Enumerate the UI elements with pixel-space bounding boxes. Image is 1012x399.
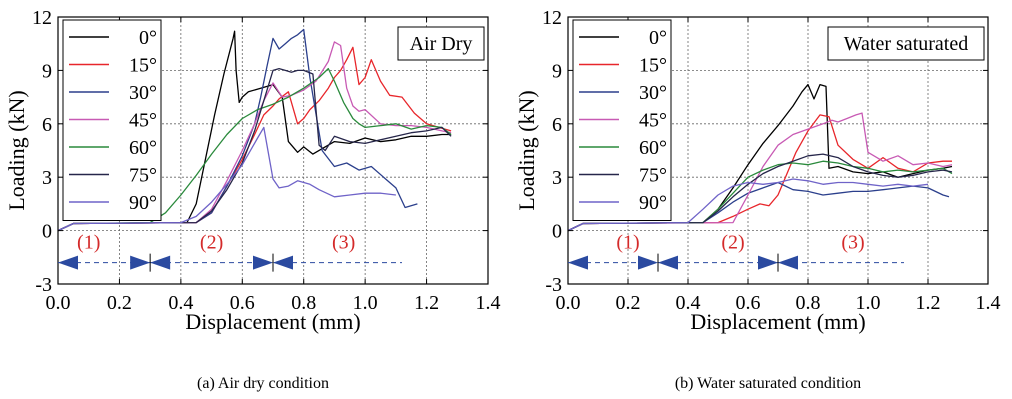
x-tick-label: 0.0: [46, 292, 71, 314]
figure-caption: (b) Water saturated condition: [675, 375, 861, 392]
x-tick-label: 0.6: [736, 292, 761, 314]
zone-arrow-in: [638, 255, 658, 270]
y-tick-label: 9: [552, 60, 562, 82]
x-tick-label: 0.8: [291, 292, 316, 314]
figure-caption: (a) Air dry condition: [197, 375, 329, 392]
x-tick-label: 0.6: [230, 292, 255, 314]
series-line-1: [57, 46, 452, 232]
zone-label: (1): [616, 231, 639, 253]
y-tick-label: 6: [552, 114, 562, 136]
series-line-4: [57, 67, 452, 232]
x-tick-label: 1.0: [856, 292, 881, 314]
series-line-3: [567, 112, 953, 232]
condition-label: Water saturated: [844, 33, 968, 55]
x-tick-label: 1.2: [916, 292, 941, 314]
legend-label: 30°: [129, 82, 157, 104]
legend-label: 45°: [639, 110, 667, 132]
legend-label: 15°: [639, 55, 667, 77]
series-line-6: [57, 126, 396, 232]
plot-frame: [57, 16, 489, 285]
legend-label: 30°: [639, 82, 667, 104]
zone-label: (3): [332, 231, 355, 253]
y-tick-label: 3: [42, 167, 52, 189]
zone-arrow-out: [778, 255, 798, 270]
condition-label: Air Dry: [410, 33, 473, 55]
x-tick-label: 1.2: [414, 292, 439, 314]
zone-label: (2): [200, 231, 223, 253]
series-line-4: [567, 160, 953, 232]
y-tick-label: 6: [42, 114, 52, 136]
zone-label: (3): [841, 231, 864, 253]
x-tick-label: 1.4: [976, 292, 1001, 314]
x-tick-label: 0.4: [676, 292, 701, 314]
x-tick-label: 0.2: [107, 292, 132, 314]
zone-arrow-left: [58, 255, 78, 270]
legend-label: 60°: [129, 137, 157, 159]
zone-arrow-left: [568, 255, 588, 270]
series-line-5: [567, 153, 953, 232]
series-line-5: [57, 67, 452, 232]
y-tick-label: 9: [42, 60, 52, 82]
y-tick-label: 3: [552, 167, 562, 189]
legend-label: 15°: [129, 55, 157, 77]
x-tick-label: 0.4: [168, 292, 193, 314]
chart-panel-water-saturated: 0.0 0.2 0.4 0.6 0.8 1.0 1.2 1.4 -3 0 3 6 9 12 Displace…: [514, 7, 1001, 392]
zone-arrow-in: [758, 255, 778, 270]
zone-label: (1): [77, 231, 100, 253]
zone-arrow-in: [253, 255, 273, 270]
zone-arrow-out: [273, 255, 293, 270]
chart-panel-air-dry: 0.0 0.2 0.4 0.6 0.8 1.0 1.2 1.4 -3 0 3 6 9 12 Displace…: [4, 7, 501, 392]
legend-label: 90°: [129, 192, 157, 214]
legend-label: 75°: [639, 165, 667, 187]
zone-arrow-out: [658, 255, 678, 270]
series-line-3: [57, 41, 452, 232]
legend-box: [62, 19, 162, 221]
x-axis-label: Displacement (mm): [690, 309, 865, 334]
legend-label: 0°: [139, 27, 157, 49]
y-tick-label: -3: [545, 274, 562, 296]
x-tick-label: 1.4: [476, 292, 501, 314]
y-axis-label: Loading (kN): [4, 90, 29, 210]
legend-label: 90°: [639, 192, 667, 214]
condition-label-box: [827, 26, 985, 61]
y-axis-label: Loading (kN): [514, 90, 539, 210]
y-tick-label: 0: [42, 221, 52, 243]
legend-box: [572, 19, 672, 221]
x-tick-label: 0.8: [796, 292, 821, 314]
zone-arrow-in: [130, 255, 151, 270]
zone-arrow-out: [150, 255, 171, 270]
x-axis-label: Displacement (mm): [185, 309, 360, 334]
y-tick-label: 12: [32, 7, 52, 29]
legend-label: 75°: [129, 165, 157, 187]
x-tick-label: 1.0: [353, 292, 378, 314]
x-tick-label: 0.2: [616, 292, 641, 314]
y-tick-label: 0: [552, 221, 562, 243]
series-line-6: [567, 178, 929, 232]
y-tick-label: -3: [35, 274, 52, 296]
condition-label-box: [397, 26, 485, 61]
x-tick-label: 0.0: [556, 292, 581, 314]
series-line-2: [57, 28, 418, 232]
plot-frame: [567, 16, 989, 285]
legend-label: 45°: [129, 110, 157, 132]
legend-label: 60°: [639, 137, 667, 159]
y-tick-label: 12: [542, 7, 562, 29]
legend-label: 0°: [649, 27, 667, 49]
zone-label: (2): [721, 231, 744, 253]
series-line-1: [567, 114, 952, 232]
